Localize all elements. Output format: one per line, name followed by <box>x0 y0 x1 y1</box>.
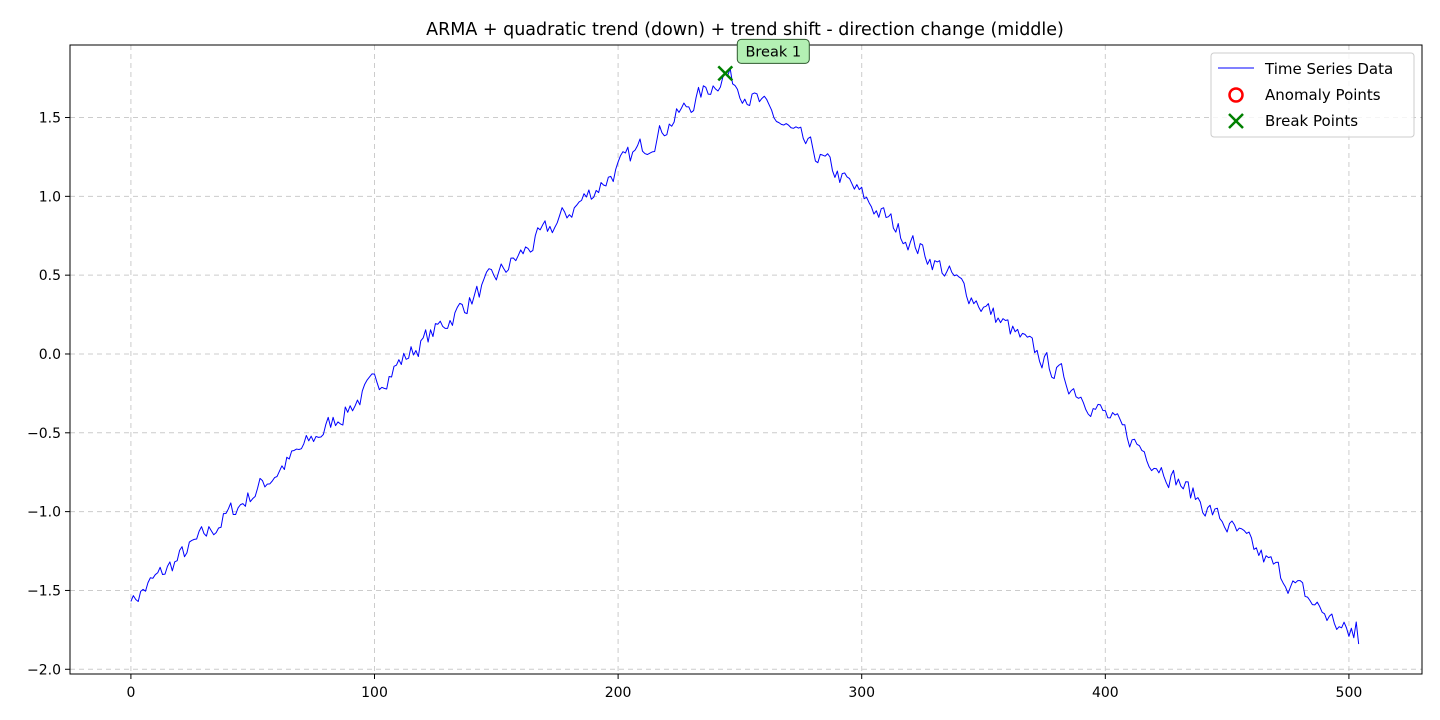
y-tick-label: −0.5 <box>27 426 61 442</box>
break-annotations: Break 1 <box>717 38 810 82</box>
x-tick-label: 500 <box>1336 685 1363 701</box>
grid <box>70 45 1422 674</box>
legend-item-break: Break Points <box>1265 112 1358 130</box>
y-axis: −2.0 −1.5 −1.0 −0.5 0.0 0.5 1.0 1.5 <box>27 111 70 678</box>
legend: Time Series Data Anomaly Points Break Po… <box>1210 52 1415 138</box>
chart-title: ARMA + quadratic trend (down) + trend sh… <box>426 20 1064 40</box>
y-tick-label: 1.0 <box>39 189 61 205</box>
x-tick-label: 0 <box>126 685 135 701</box>
y-tick-label: 1.5 <box>39 111 61 127</box>
x-tick-label: 300 <box>848 685 875 701</box>
legend-item-time-series: Time Series Data <box>1264 60 1393 78</box>
x-tick-label: 400 <box>1092 685 1119 701</box>
y-tick-label: −2.0 <box>27 662 61 678</box>
y-tick-label: −1.0 <box>27 505 61 521</box>
legend-box <box>1210 52 1415 138</box>
legend-anomaly-icon <box>1228 87 1244 103</box>
break-point-marker <box>717 65 734 82</box>
x-tick-label: 200 <box>605 685 632 701</box>
x-tick-label: 100 <box>361 685 388 701</box>
series-line-time-series <box>130 68 1360 645</box>
y-tick-label: 0.5 <box>39 268 61 284</box>
break-label: Break 1 <box>745 44 801 60</box>
y-tick-label: −1.5 <box>27 583 61 599</box>
break-label-box <box>736 38 810 64</box>
x-axis: 0 100 200 300 400 500 <box>126 674 1362 701</box>
plot-area <box>130 68 1360 645</box>
y-tick-label: 0.0 <box>39 347 61 363</box>
legend-item-anomaly: Anomaly Points <box>1265 86 1381 104</box>
legend-break-icon <box>1228 113 1244 129</box>
